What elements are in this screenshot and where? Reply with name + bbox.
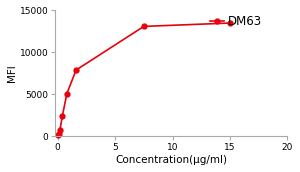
Y-axis label: MFI: MFI xyxy=(7,64,17,82)
Legend: DM63: DM63 xyxy=(205,10,266,33)
X-axis label: Concentration(μg/ml): Concentration(μg/ml) xyxy=(116,155,227,165)
